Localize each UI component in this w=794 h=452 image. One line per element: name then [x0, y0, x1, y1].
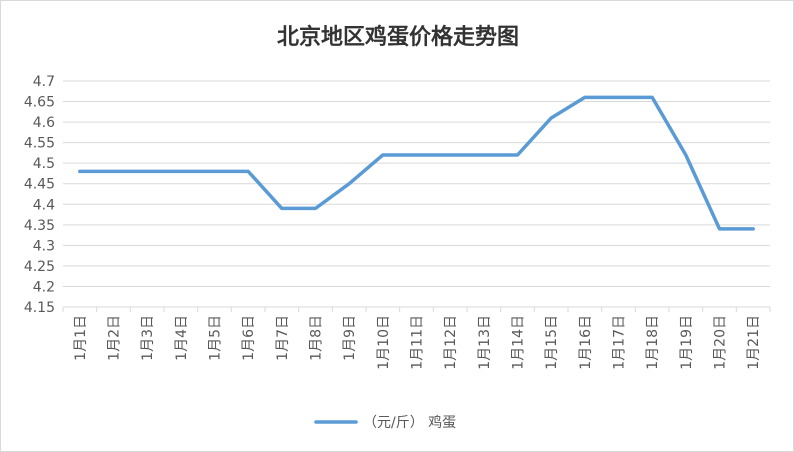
x-tick-label: 1月16日	[578, 315, 594, 370]
series-line-eggs	[78, 95, 755, 231]
x-tick-label: 1月9日	[342, 315, 358, 361]
x-tick-label: 1月5日	[208, 315, 224, 361]
x-tick-label: 1月1日	[73, 315, 89, 361]
x-tick-label: 1月10日	[376, 315, 392, 370]
x-tick-label: 1月6日	[241, 315, 257, 361]
x-tick-label: 1月4日	[174, 315, 190, 361]
x-tick-label: 1月13日	[477, 315, 493, 370]
y-tick-label: 4.6	[33, 115, 55, 131]
x-axis: 1月1日 1月2日 1月3日 1月4日 1月5日 1月6日 1月7日 1月8日 1月9日 1月10…	[62, 306, 771, 370]
chart-title: 北京地区鸡蛋价格走势图	[277, 24, 519, 50]
x-tick-label: 1月17日	[612, 315, 628, 370]
series-layer	[78, 95, 755, 231]
legend: （元/斤） 鸡蛋	[314, 414, 456, 431]
x-tick-label: 1月2日	[107, 315, 123, 361]
x-tick-label: 1月20日	[713, 315, 729, 370]
y-tick-label: 4.55	[24, 136, 55, 152]
y-axis-tick-labels: 4.7 4.65 4.6 4.55 4.5 4.45 4.4 4.35 4.3 4.25 4.2 4.…	[24, 74, 55, 316]
x-tick-label: 1月8日	[309, 315, 325, 361]
y-tick-label: 4.15	[24, 300, 55, 316]
x-tick-label: 1月3日	[140, 315, 156, 361]
x-tick-label: 1月12日	[443, 315, 459, 370]
y-tick-label: 4.45	[24, 177, 55, 193]
gridlines	[63, 80, 770, 287]
y-tick-label: 4.65	[24, 95, 55, 111]
y-tick-label: 4.35	[24, 218, 55, 234]
y-tick-label: 4.7	[33, 74, 55, 90]
x-tick-label: 1月18日	[645, 315, 661, 370]
x-tick-label: 1月14日	[511, 315, 527, 370]
y-tick-label: 4.25	[24, 259, 55, 275]
y-tick-label: 4.2	[33, 279, 55, 295]
x-tick-label: 1月7日	[275, 315, 291, 361]
x-tick-label: 1月11日	[410, 315, 426, 370]
x-tick-label: 1月15日	[544, 315, 560, 370]
y-tick-label: 4.3	[33, 238, 55, 254]
y-tick-label: 4.5	[33, 156, 55, 172]
legend-label: （元/斤） 鸡蛋	[363, 414, 456, 431]
y-tick-label: 4.4	[33, 197, 55, 213]
x-tick-label: 1月19日	[679, 315, 695, 370]
x-tick-label: 1月21日	[746, 315, 762, 370]
